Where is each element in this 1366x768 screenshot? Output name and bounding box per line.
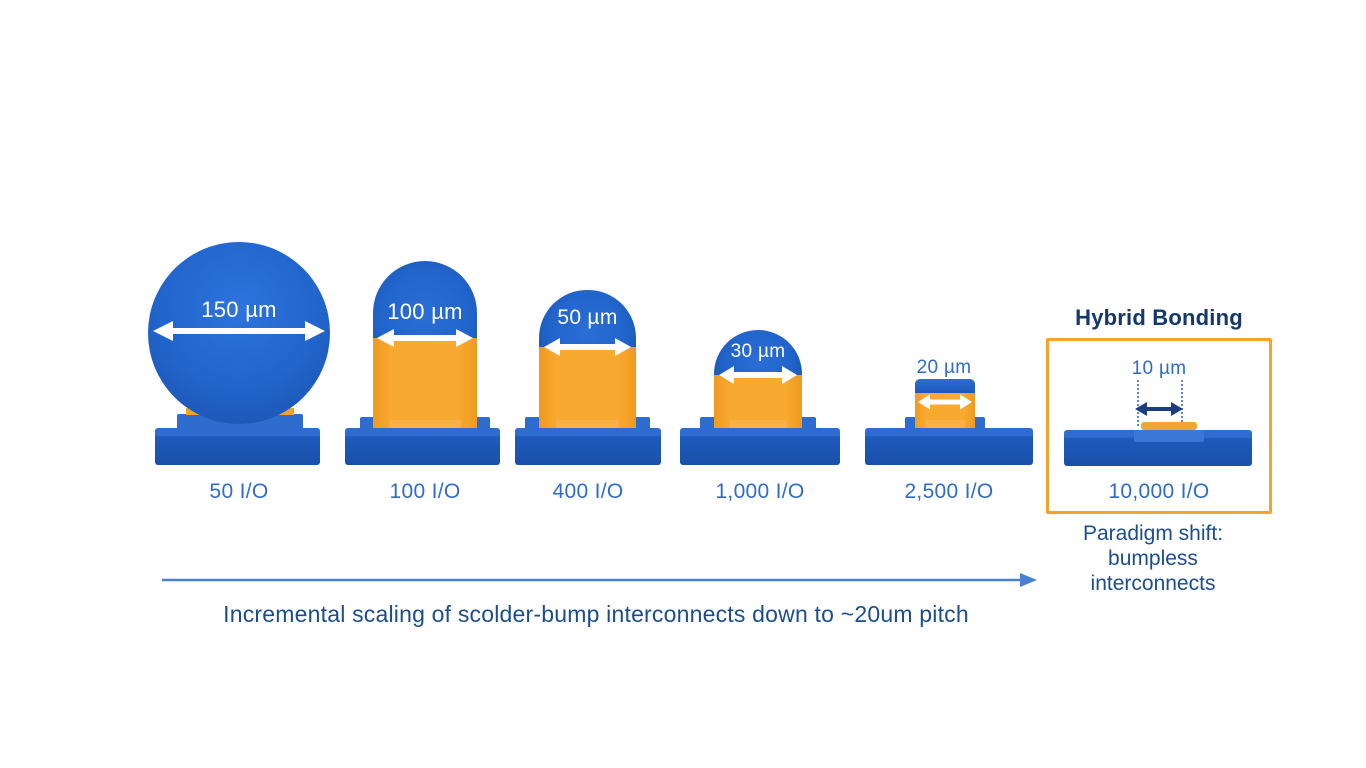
copper-pillar (373, 338, 477, 428)
solder-dome (373, 261, 477, 338)
pad-strip (729, 420, 787, 428)
io-label: 1,000 I/O (715, 480, 805, 503)
substrate-base (515, 428, 661, 465)
width-arrow-icon (918, 394, 972, 410)
width-arrow-icon (544, 338, 631, 356)
io-label: 400 I/O (552, 480, 624, 503)
substrate-base (155, 428, 320, 465)
size-label: 30 µm (730, 341, 786, 362)
pad-strip (389, 420, 461, 428)
paradigm-shift-note: Paradigm shift: bumpless interconnects (1082, 522, 1224, 595)
solder-cap (915, 379, 975, 393)
pitch-guide-right (1181, 380, 1183, 426)
size-label: 50 µm (557, 306, 618, 329)
size-label: 20 µm (916, 357, 972, 378)
size-label: 100 µm (387, 299, 463, 324)
io-label: 2,500 I/O (904, 480, 994, 503)
size-label: 10 µm (1131, 358, 1187, 379)
hybrid-bonding-title: Hybrid Bonding (1075, 305, 1243, 330)
substrate-base (345, 428, 500, 465)
io-label: 100 I/O (389, 480, 461, 503)
pad-strip (556, 420, 619, 428)
timeline-caption: Incremental scaling of scolder-bump inte… (223, 601, 969, 627)
width-arrow-icon (377, 329, 473, 347)
copper-pillar (714, 375, 802, 428)
pad-strip (925, 420, 965, 428)
copper-pillar (539, 347, 636, 428)
bond-pad-strip (1141, 422, 1197, 430)
width-arrow-icon (153, 321, 325, 341)
bond-region (1134, 430, 1204, 442)
substrate-base (865, 428, 1033, 465)
width-arrow-icon (719, 366, 797, 384)
io-label: 10,000 I/O (1108, 480, 1210, 503)
pitch-guide-left (1137, 380, 1139, 426)
substrate-base (680, 428, 840, 465)
pitch-arrow-icon (1135, 402, 1183, 416)
size-label: 150 µm (201, 297, 277, 322)
timeline-arrow-icon (162, 573, 1037, 587)
io-label: 50 I/O (209, 480, 269, 503)
